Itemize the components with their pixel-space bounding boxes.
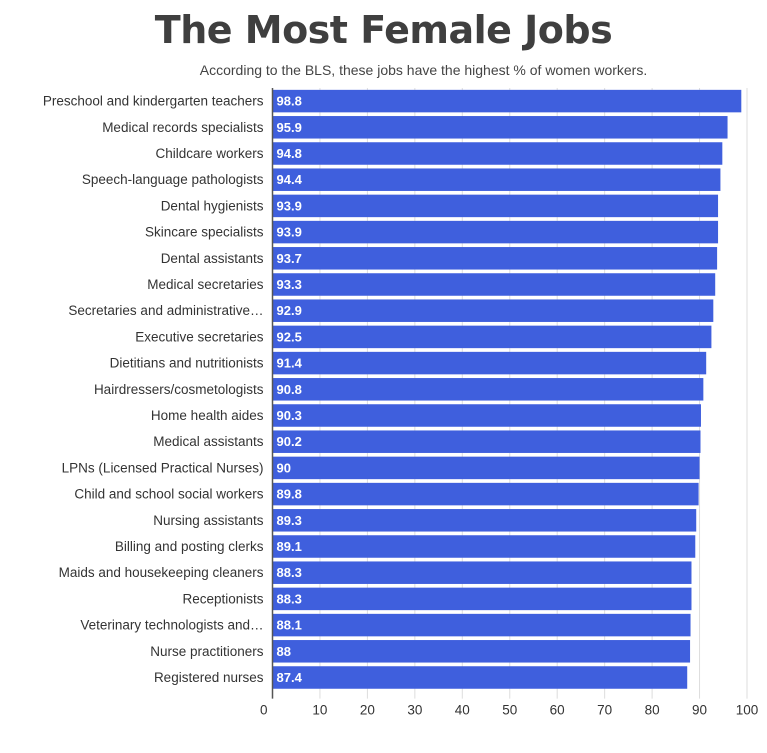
category-label: Executive secretaries — [135, 329, 264, 344]
category-label: Nurse practitioners — [150, 644, 264, 659]
data-label: 92.9 — [277, 303, 302, 318]
bars: Preschool and kindergarten teachers 98.8 M… — [43, 89, 742, 689]
data-label: 93.3 — [277, 277, 302, 292]
data-label: 94.4 — [277, 172, 303, 187]
bar — [272, 640, 691, 663]
x-axis-ticks: 0 10 20 30 40 50 60 70 80 90 100 — [260, 703, 758, 718]
data-label: 89.1 — [277, 539, 302, 554]
category-label: Medical records specialists — [102, 120, 264, 135]
data-label: 98.8 — [277, 94, 302, 109]
x-tick-label: 80 — [645, 703, 660, 718]
x-tick-label: 0 — [260, 703, 268, 718]
data-label: 93.9 — [277, 198, 302, 213]
category-label: Speech-language pathologists — [82, 172, 264, 187]
x-tick-label: 70 — [597, 703, 612, 718]
bar — [272, 142, 723, 165]
data-label: 93.7 — [277, 251, 302, 266]
x-tick-label: 10 — [312, 703, 327, 718]
category-label: Dietitians and nutritionists — [110, 356, 264, 371]
bar — [272, 509, 697, 532]
bar — [272, 325, 712, 349]
category-label: Nursing assistants — [153, 513, 264, 528]
bar — [272, 404, 701, 427]
data-label: 92.5 — [277, 329, 302, 344]
data-label: 90.8 — [277, 382, 302, 397]
bar — [272, 666, 688, 689]
bar — [272, 430, 701, 453]
x-tick-label: 40 — [455, 703, 470, 718]
data-label: 91.4 — [277, 356, 303, 371]
category-label: Dental hygienists — [161, 198, 264, 213]
x-tick-label: 90 — [692, 703, 707, 718]
bar — [272, 168, 721, 191]
x-tick-label: 20 — [360, 703, 375, 718]
bar — [272, 220, 719, 244]
category-label: Hairdressers/cosmetologists — [94, 382, 264, 397]
bar — [272, 587, 692, 611]
category-label: Medical assistants — [153, 434, 264, 449]
bar — [272, 613, 691, 637]
bar — [272, 535, 696, 558]
bar — [272, 273, 716, 296]
chart-title: The Most Female Jobs — [154, 8, 613, 52]
category-label: Child and school social workers — [74, 487, 263, 502]
bar — [272, 351, 707, 375]
category-label: Dental assistants — [161, 251, 264, 266]
category-label: Childcare workers — [155, 146, 263, 161]
data-label: 89.3 — [277, 513, 302, 528]
bar — [272, 194, 719, 218]
x-tick-label: 100 — [736, 703, 759, 718]
category-label: Veterinary technologists and… — [80, 618, 263, 633]
category-label: Billing and posting clerks — [115, 539, 264, 554]
category-label: Preschool and kindergarten teachers — [43, 94, 264, 109]
bar — [272, 89, 742, 113]
data-label: 87.4 — [277, 670, 303, 685]
category-label: Medical secretaries — [147, 277, 264, 292]
category-label: Skincare specialists — [145, 225, 264, 240]
x-tick-label: 60 — [550, 703, 565, 718]
data-label: 88 — [277, 644, 291, 659]
data-label: 93.9 — [277, 225, 302, 240]
x-tick-label: 30 — [407, 703, 422, 718]
data-label: 90 — [277, 460, 291, 475]
bar — [272, 116, 728, 139]
data-label: 89.8 — [277, 487, 302, 502]
category-label: Registered nurses — [154, 670, 264, 685]
x-tick-label: 50 — [502, 703, 517, 718]
bar — [272, 299, 714, 322]
bar — [272, 482, 699, 506]
data-label: 90.3 — [277, 408, 302, 423]
category-label: Receptionists — [182, 591, 263, 606]
data-label: 88.3 — [277, 591, 302, 606]
data-label: 94.8 — [277, 146, 302, 161]
data-label: 95.9 — [277, 120, 302, 135]
data-label: 90.2 — [277, 434, 302, 449]
chart-subtitle: According to the BLS, these jobs have th… — [199, 62, 648, 78]
category-label: Secretaries and administrative… — [68, 303, 263, 318]
bar — [272, 561, 692, 584]
bar — [272, 378, 704, 401]
category-label: LPNs (Licensed Practical Nurses) — [62, 460, 264, 475]
category-label: Maids and housekeeping cleaners — [59, 565, 264, 580]
data-label: 88.1 — [277, 618, 302, 633]
bar — [272, 247, 718, 270]
category-label: Home health aides — [151, 408, 264, 423]
bar — [272, 456, 700, 480]
data-label: 88.3 — [277, 565, 302, 580]
